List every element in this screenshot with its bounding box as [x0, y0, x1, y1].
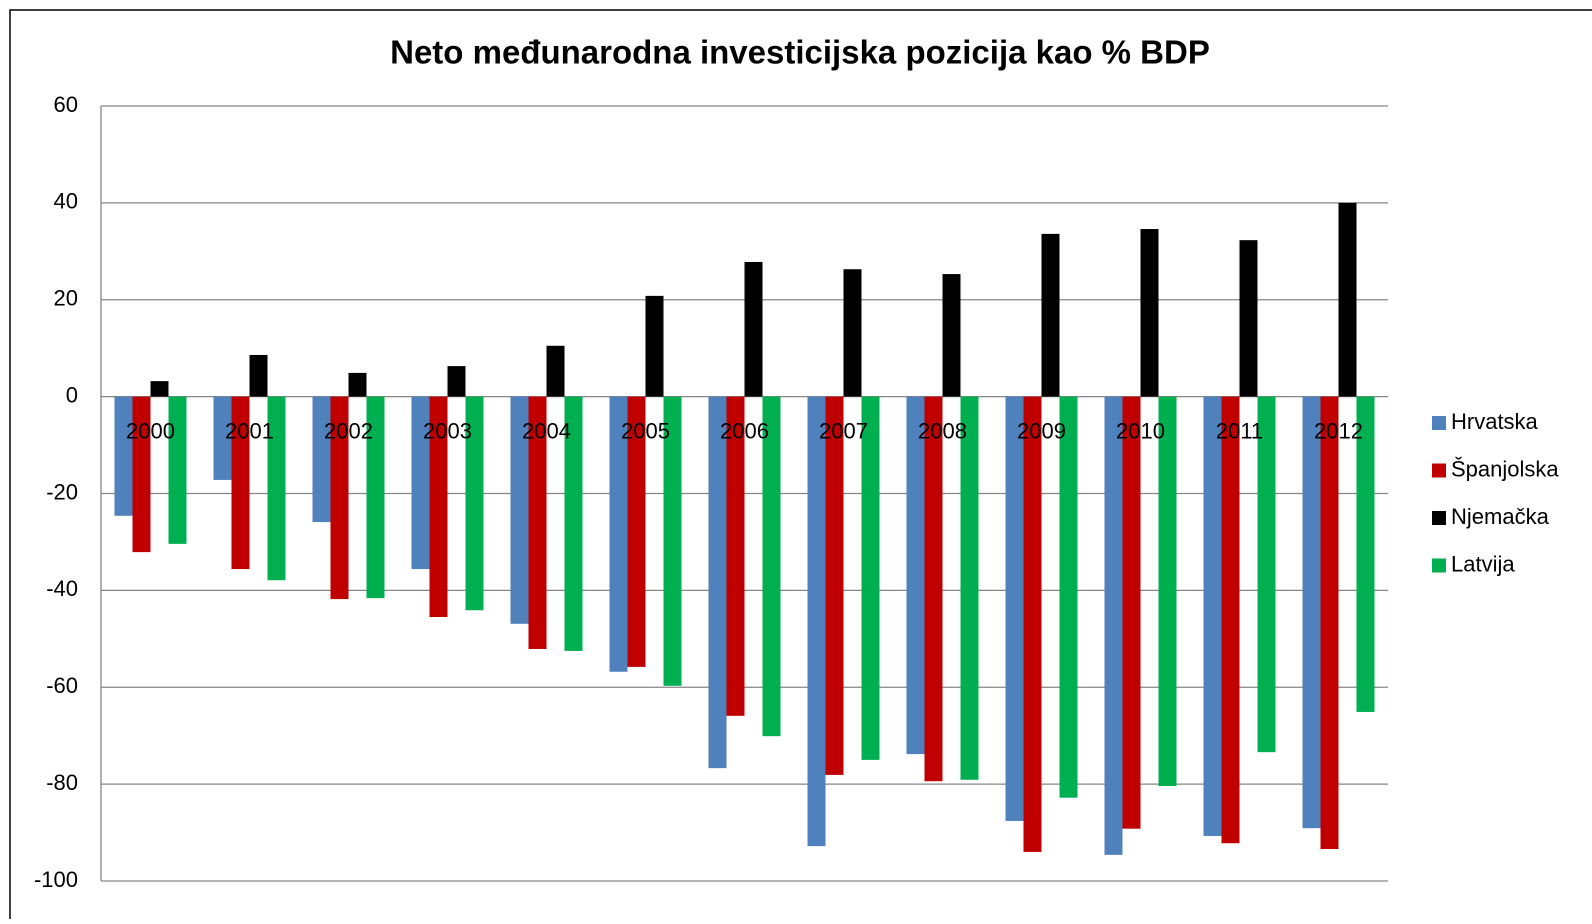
x-tick-label: 2005 — [621, 418, 670, 443]
y-tick-label: 0 — [66, 382, 78, 407]
x-tick-label: 2010 — [1116, 418, 1165, 443]
y-tick-label: -20 — [46, 479, 78, 504]
bar — [168, 396, 187, 544]
bar — [213, 396, 232, 480]
bar — [348, 372, 367, 397]
legend-label: Španjolska — [1451, 456, 1559, 481]
bar — [1023, 396, 1042, 852]
bar — [744, 261, 763, 397]
bar — [267, 396, 286, 581]
bar — [429, 396, 448, 618]
bar — [150, 381, 169, 397]
x-tick-label: 2002 — [324, 418, 373, 443]
bar — [1239, 240, 1258, 397]
bar — [663, 396, 682, 686]
x-tick-label: 2011 — [1216, 418, 1263, 443]
x-tick-label: 2000 — [126, 418, 175, 443]
x-tick-label: 2008 — [918, 418, 967, 443]
legend-swatch — [1432, 416, 1446, 430]
x-tick-label: 2012 — [1314, 418, 1363, 443]
bar — [1122, 396, 1141, 829]
x-tick-label: 2009 — [1017, 418, 1066, 443]
bar — [762, 396, 781, 737]
legend-swatch — [1432, 511, 1446, 525]
bar — [1059, 396, 1078, 798]
bar — [330, 396, 349, 600]
y-tick-label: 60 — [54, 92, 78, 117]
y-tick-label: 40 — [54, 189, 78, 214]
bar — [312, 396, 331, 523]
bar — [366, 396, 385, 599]
bar — [924, 396, 943, 782]
y-tick-label: -100 — [34, 867, 78, 892]
bar — [231, 396, 250, 570]
bar — [1320, 396, 1339, 850]
bar — [1140, 229, 1159, 397]
y-tick-label: 20 — [54, 286, 78, 311]
bar — [1005, 396, 1024, 821]
legend-swatch — [1432, 463, 1446, 478]
bar — [1041, 233, 1060, 397]
bar — [1104, 396, 1123, 855]
bar — [942, 274, 961, 397]
y-tick-label: -60 — [46, 673, 78, 698]
y-tick-label: -80 — [46, 770, 78, 795]
bar — [861, 396, 880, 760]
x-tick-label: 2006 — [720, 418, 769, 443]
bar — [528, 396, 547, 649]
bar — [465, 396, 484, 611]
bar — [1203, 396, 1222, 836]
bar — [807, 396, 826, 847]
x-tick-label: 2007 — [819, 418, 868, 443]
bar — [726, 396, 745, 716]
bar — [1257, 396, 1276, 753]
bar — [627, 396, 646, 667]
x-tick-label: 2004 — [522, 418, 571, 443]
bar — [564, 396, 583, 651]
bar — [960, 396, 979, 780]
bar — [1338, 202, 1357, 397]
bar — [843, 269, 862, 397]
x-tick-label: 2001 — [225, 418, 274, 443]
bar — [132, 396, 151, 553]
bar — [825, 396, 844, 775]
y-tick-label: -40 — [46, 576, 78, 601]
legend-swatch — [1432, 558, 1446, 573]
bar — [1302, 396, 1321, 829]
bar — [645, 295, 664, 397]
legend-label: Hrvatska — [1451, 409, 1539, 434]
x-tick-label: 2003 — [423, 418, 472, 443]
bar — [708, 396, 727, 769]
bar — [114, 396, 133, 516]
bar — [1356, 396, 1375, 712]
bar — [447, 366, 466, 397]
bar — [1158, 396, 1177, 787]
chart-title: Neto međunarodna investicijska pozicija … — [390, 34, 1210, 71]
bar — [249, 354, 268, 397]
legend-label: Latvija — [1451, 551, 1515, 576]
bar — [906, 396, 925, 755]
bar — [411, 396, 430, 570]
bar — [609, 396, 628, 672]
bar — [546, 345, 565, 397]
legend-label: Njemačka — [1451, 504, 1550, 529]
bar — [1221, 396, 1240, 844]
bar — [510, 396, 529, 624]
